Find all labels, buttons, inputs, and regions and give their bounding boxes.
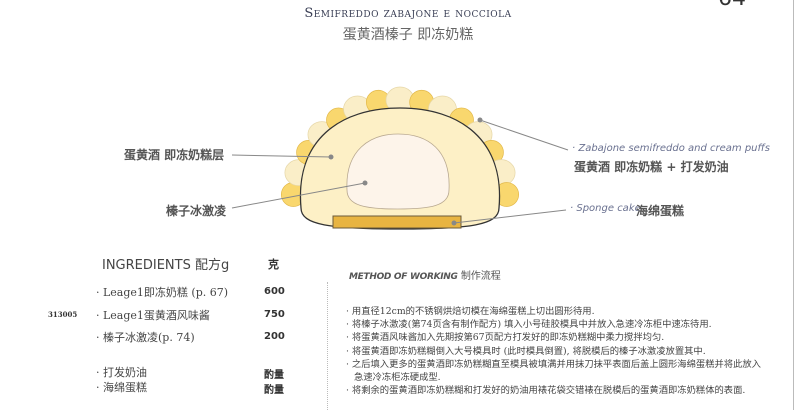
ingredient-qty: 酌量 [264, 370, 284, 381]
ingredient-name: · Leage1蛋黄酒风味酱 [96, 309, 210, 322]
column-divider [327, 282, 328, 410]
pointer-lines [231, 119, 569, 224]
method-step: · 将剩余的蛋黄酒即冻奶糕糊和打发好的奶油用裱花袋交错裱在脱模后的蛋黄酒即冻奶糕… [346, 385, 746, 397]
ingredient-name: · 海绵蛋糕 [96, 381, 147, 394]
page-number: 64 [718, 0, 746, 11]
label-sponge-cn: 海绵蛋糕 [636, 204, 685, 218]
ingredient-qty: 750 [264, 309, 285, 320]
hazelnut-ice-cream-core [346, 133, 450, 210]
label-semifreddo-cn: 蛋黄酒 即冻奶糕 + 打发奶油 [574, 160, 729, 174]
ingredient-name: · Leage1即冻奶糕 (p. 67) [96, 286, 229, 299]
method-step: · 用直径12cm的不锈钢烘焙切模在海绵蛋糕上切出圆形待用. [346, 306, 595, 317]
method-step: · 将榛子冰激凌(第74页含有制作配方) 填入小号硅胶模具中并放入急速冷冻柜中速… [346, 319, 712, 331]
recipe-title-italian: Semifreddo zabajone e nocciola [304, 6, 512, 21]
pointer-dot [451, 220, 457, 226]
method-step: · 将蛋黄酒风味酱加入先期按第67页配方打发好的即冻奶糕糊中柔力搅拌均匀. [346, 332, 665, 344]
ingredient-name: · 榛子冰激凌(p. 74) [96, 331, 195, 344]
label-hazelnut-ice-cream: 榛子冰激凌 [166, 204, 227, 218]
method-step: · 将蛋黄酒即冻奶糕糊倒入大号模具时 (此时模具倒置), 将脱模后的榛子冰激凌放… [346, 345, 706, 357]
ingredient-qty: 600 [264, 286, 285, 297]
method-heading-en: METHOD OF WORKING [349, 272, 458, 282]
pointer-dot [477, 117, 483, 123]
ingredients-unit: 克 [268, 258, 279, 271]
method-step: · 之后填入更多的蛋黄酒即冻奶糕糊直至模具被填满并用抹刀抹平表面后盖上圆形海绵蛋… [346, 358, 761, 384]
pointer-dot [328, 154, 334, 160]
recipe-title-chinese: 蛋黄酒榛子 即冻奶糕 [342, 27, 474, 43]
method-heading: METHOD OF WORKING 制作流程 [349, 267, 501, 282]
page-edge [793, 0, 794, 410]
pointer-dot [362, 180, 368, 186]
ingredient-qty: 200 [264, 331, 285, 342]
label-sponge-en: · Sponge cake [570, 203, 641, 214]
method-steps: · 用直径12cm的不锈钢烘焙切模在海绵蛋糕上切出圆形待用. · 将榛子冰激凌(… [346, 305, 766, 397]
ingredient-name: · 打发奶油 [96, 366, 147, 379]
ingredient-qty: 酌量 [264, 385, 284, 396]
label-semifreddo-en: · Zabajone semifreddo and cream puffs [572, 143, 770, 154]
ingredients-heading: INGREDIENTS 配方g [102, 258, 230, 273]
sponge-cake-base [332, 215, 462, 229]
product-code: 313005 [48, 310, 78, 319]
label-zabajone-layer: 蛋黄酒 即冻奶糕层 [124, 148, 225, 162]
method-heading-cn: 制作流程 [460, 271, 501, 282]
